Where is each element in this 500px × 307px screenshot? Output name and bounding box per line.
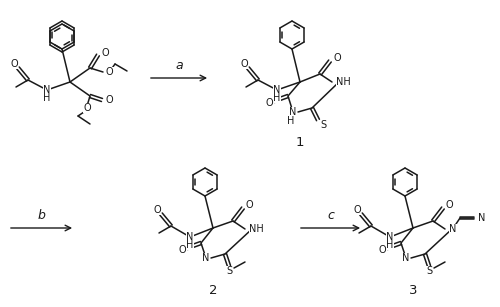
Text: H: H: [274, 93, 280, 103]
Text: O: O: [333, 53, 340, 63]
Text: N: N: [186, 232, 194, 242]
Text: c: c: [327, 209, 334, 222]
Text: O: O: [10, 59, 18, 69]
Text: N: N: [449, 224, 456, 234]
Text: S: S: [426, 266, 432, 276]
Text: O: O: [153, 205, 161, 215]
Text: N: N: [290, 107, 296, 117]
Text: 3: 3: [409, 283, 417, 297]
Text: N: N: [386, 232, 394, 242]
Text: S: S: [320, 120, 326, 130]
Text: O: O: [178, 245, 186, 255]
Text: H: H: [386, 240, 394, 250]
Text: O: O: [83, 103, 91, 113]
Text: O: O: [446, 200, 454, 210]
Text: O: O: [106, 95, 114, 105]
Text: NH: NH: [249, 224, 264, 234]
Text: a: a: [175, 59, 183, 72]
Text: N: N: [402, 253, 409, 263]
Text: S: S: [226, 266, 232, 276]
Text: O: O: [378, 245, 386, 255]
Text: N: N: [202, 253, 209, 263]
Text: 1: 1: [296, 135, 304, 149]
Text: O: O: [102, 48, 110, 58]
Text: N: N: [274, 85, 280, 95]
Text: b: b: [38, 209, 46, 222]
Text: H: H: [288, 116, 294, 126]
Text: H: H: [44, 93, 51, 103]
Text: N: N: [478, 213, 486, 223]
Text: O: O: [265, 98, 273, 108]
Text: O: O: [353, 205, 361, 215]
Text: H: H: [186, 240, 194, 250]
Text: N: N: [44, 85, 51, 95]
Text: O: O: [240, 59, 248, 69]
Text: O: O: [246, 200, 254, 210]
Text: 2: 2: [209, 283, 217, 297]
Text: O: O: [106, 67, 114, 77]
Text: NH: NH: [336, 77, 351, 87]
